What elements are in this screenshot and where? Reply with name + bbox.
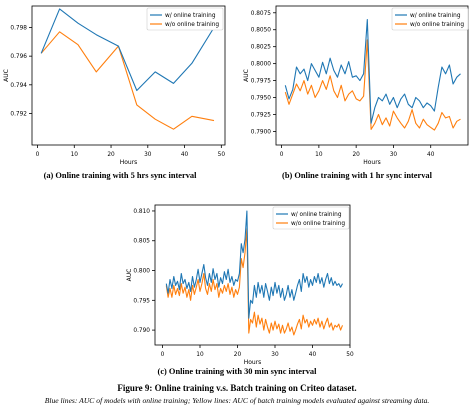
y-tick-label: 0.7975 [251,79,272,85]
x-tick-label: 0 [161,352,165,358]
x-axis-label: Hours [120,159,138,166]
y-axis-label: AUC [243,69,250,82]
figure-caption: Figure 9: Online training v.s. Batch tra… [117,383,357,393]
x-axis-label: Hours [244,359,262,366]
x-tick-label: 0 [36,152,40,158]
series-line [284,39,461,131]
series-line [165,228,344,336]
x-tick-label: 50 [218,152,226,158]
y-tick-label: 0.7925 [251,112,272,118]
x-tick-label: 20 [352,152,360,158]
x-tick-label: 0 [280,152,284,158]
series-line [165,210,343,319]
x-tick-label: 40 [427,152,435,158]
subcaption-b: (b) Online training with 1 hr sync inter… [282,171,432,180]
y-tick-label: 0.800 [133,269,150,275]
subcaption-c: (c) Online training with 30 min sync int… [157,367,317,376]
legend-label: w/ online training [165,13,216,19]
x-axis-label: Hours [363,159,381,166]
y-tick-label: 0.8000 [251,62,272,68]
y-tick-label: 0.810 [133,209,150,215]
x-tick-label: 30 [271,352,279,358]
x-tick-label: 10 [196,352,204,358]
legend-box [272,206,350,230]
y-tick-label: 0.8075 [251,11,272,17]
y-axis-label: AUC [126,269,133,282]
legend-label: w/o online training [410,22,464,28]
legend-box [146,7,224,31]
chart-panel-2: 0 10 20 30 40 50 0.790 0.795 0.800 0.805 0.810 Hour… [126,204,354,366]
x-tick-label: 40 [309,352,317,358]
chart-panel-0: 0 10 20 30 40 50 0.792 0.794 0.796 0.798 Hours AUC w… [3,5,226,166]
series-line [40,31,215,130]
y-tick-label: 0.7950 [251,96,272,102]
plot-frame [154,204,351,346]
figure-note: Blue lines: AUC of models with online tr… [44,396,430,405]
x-tick-label: 10 [71,152,79,158]
y-tick-label: 0.7900 [251,129,272,135]
x-tick-label: 30 [390,152,398,158]
x-tick-label: 30 [144,152,152,158]
legend-label: w/o online training [165,22,219,28]
series-line [284,19,461,124]
y-tick-label: 0.796 [10,54,27,60]
legend-label: w/ online training [410,13,461,19]
x-tick-label: 50 [346,352,354,358]
chart-panel-1: 0 10 20 30 40 0.7900 0.7925 0.7950 0.7975 0.8000 0… [243,5,469,166]
x-tick-label: 20 [234,352,242,358]
y-tick-label: 0.790 [133,328,150,334]
series-line [40,8,215,92]
x-tick-label: 40 [181,152,189,158]
y-tick-label: 0.798 [10,25,27,31]
legend-box [391,7,469,31]
y-tick-label: 0.805 [133,239,150,245]
legend-label: w/ online training [291,212,342,218]
y-tick-label: 0.794 [10,83,27,89]
y-axis-label: AUC [3,69,10,82]
y-tick-label: 0.8025 [251,45,272,51]
plot-frame [275,5,469,146]
x-tick-label: 20 [107,152,115,158]
legend-label: w/o online training [291,221,345,227]
x-tick-label: 10 [315,152,323,158]
y-tick-label: 0.795 [133,298,150,304]
subcaption-a: (a) Online training with 5 hrs sync inte… [43,171,197,180]
y-tick-label: 0.792 [10,111,27,117]
plot-frame [31,5,226,146]
y-tick-label: 0.8050 [251,28,272,34]
